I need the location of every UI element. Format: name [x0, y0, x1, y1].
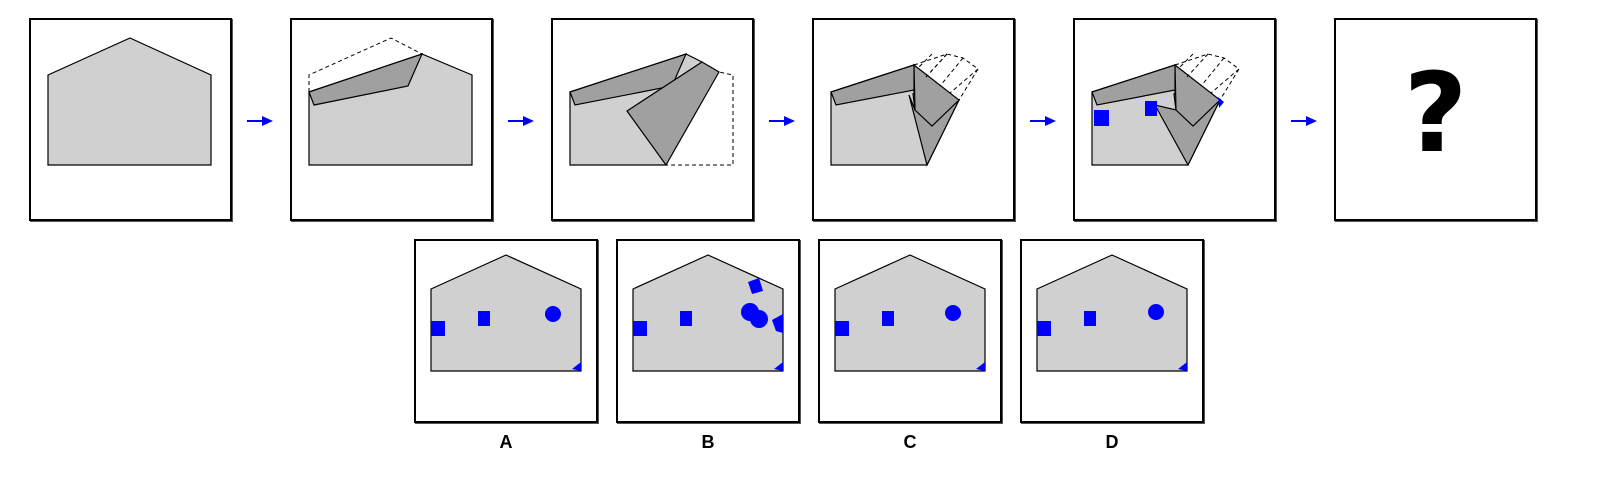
hole-square — [835, 321, 849, 336]
hole-edge — [772, 314, 783, 333]
question-mark-icon: ? — [1403, 49, 1468, 177]
right-arrow-icon — [769, 116, 795, 126]
step-2-panel — [290, 18, 493, 221]
option-b-label: B — [701, 432, 715, 452]
folded-flap-3 — [1174, 63, 1221, 127]
step-1-panel — [29, 18, 232, 221]
option-a-label: A — [499, 432, 513, 452]
option-a-panel[interactable] — [414, 239, 598, 423]
hole-square — [1084, 311, 1096, 326]
paper-sheet — [430, 254, 582, 372]
step-4-panel — [812, 18, 1015, 221]
hole-diamond — [748, 278, 763, 294]
option-d-label: D — [1105, 432, 1119, 452]
option-c-panel[interactable] — [818, 239, 1002, 423]
hole-square — [882, 311, 894, 326]
punched-hole-edge — [1218, 97, 1224, 108]
hole-edge-notch — [976, 362, 985, 371]
hole-circle — [750, 310, 768, 328]
hole-square — [680, 311, 692, 326]
hole-edge-notch — [1178, 362, 1187, 371]
right-arrow-icon — [508, 116, 534, 126]
option-d-panel[interactable] — [1020, 239, 1204, 423]
punched-hole-square — [1094, 110, 1109, 126]
option-c-label: C — [903, 432, 917, 452]
right-arrow-icon — [247, 116, 273, 126]
hole-square — [633, 321, 647, 336]
hole-square — [431, 321, 445, 336]
paper-sheet — [834, 254, 986, 372]
original-outline-dashed — [308, 37, 423, 92]
hole-square — [478, 311, 490, 326]
hole-edge-notch — [774, 362, 783, 371]
step-3-panel — [551, 18, 754, 221]
original-outline-dashed — [1174, 53, 1240, 101]
hole-square — [1037, 321, 1051, 336]
fold-line-dashed — [917, 53, 979, 94]
folded-flap — [308, 52, 424, 106]
option-b-panel[interactable] — [616, 239, 800, 423]
paper-sheet — [47, 37, 212, 166]
paper-sheet — [1036, 254, 1188, 372]
hole-edge-notch — [572, 362, 581, 371]
folded-flap-3 — [913, 63, 960, 127]
punched-hole-square — [1145, 101, 1157, 116]
answer-placeholder-panel: ? — [1334, 18, 1537, 221]
right-arrow-icon — [1030, 116, 1056, 126]
folded-flap-2 — [626, 61, 720, 167]
step-5-panel — [1073, 18, 1276, 221]
hole-circle — [545, 306, 561, 322]
hole-circle — [1148, 304, 1164, 320]
hole-circle — [945, 305, 961, 321]
right-arrow-icon — [1291, 116, 1317, 126]
